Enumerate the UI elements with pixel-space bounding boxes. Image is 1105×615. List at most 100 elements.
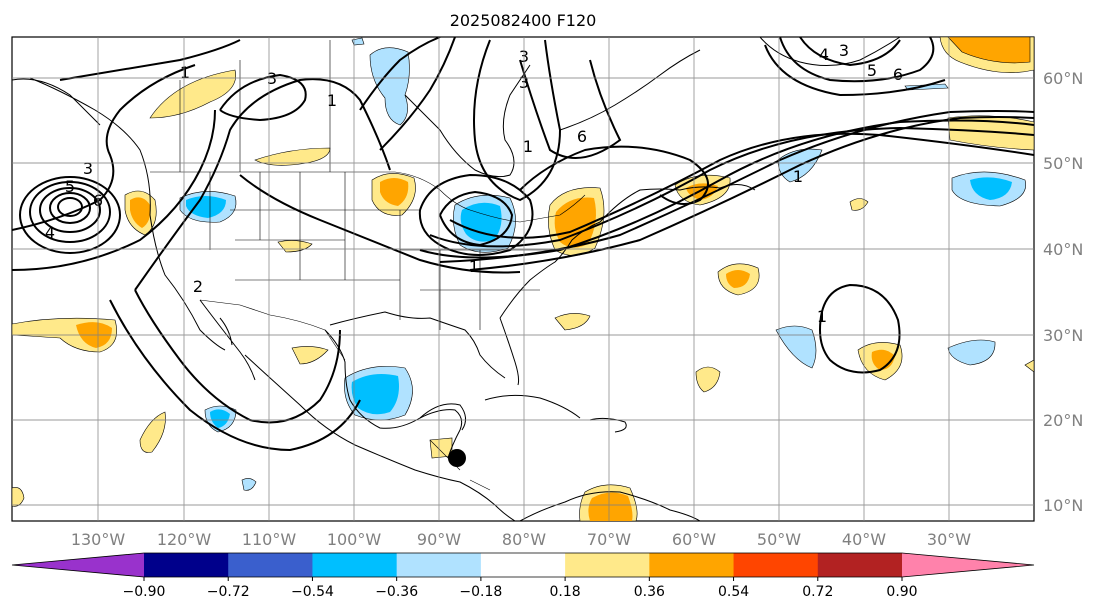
state-lines (209, 172, 560, 330)
contour-hudson-loop (219, 73, 307, 122)
colorbar-extend-low (12, 553, 144, 577)
contour-label: 1 (180, 63, 190, 82)
coast-baja (199, 299, 256, 381)
colorbar-bin (228, 553, 313, 577)
contour-atlantic-band-4 (429, 126, 1034, 248)
lon-label-80w: 80°W (502, 530, 546, 549)
coast-labrador (559, 49, 701, 131)
shade-yellow-105w-52n (254, 147, 331, 166)
lat-label-30n: 30°N (1043, 326, 1083, 345)
contour-west-ridge-3 (12, 109, 216, 271)
contour-plains (239, 174, 521, 274)
contour-layer (12, 37, 1034, 452)
coast-hudson (404, 64, 531, 178)
contour-label: 2 (193, 277, 203, 296)
contour-label: 1 (793, 167, 803, 186)
coast-yucatan (419, 403, 466, 431)
coast-greenland (759, 37, 901, 66)
coast-west-na (29, 77, 226, 351)
shade-blue-hudson (369, 47, 410, 126)
coast-alaska (12, 78, 101, 126)
lon-label-30w: 30°W (927, 530, 971, 549)
contour-label: 1 (523, 137, 533, 156)
lon-label-130w: 130°W (71, 530, 126, 549)
lon-label-120w: 120°W (157, 530, 212, 549)
lat-label-10n: 10°N (1043, 496, 1083, 515)
shade-blue-atlantic-30n (947, 339, 996, 366)
lat-label-20n: 20°N (1043, 411, 1083, 430)
colorbar-tick-label: −0.72 (207, 584, 250, 600)
colorbar-tick-label: 0.90 (886, 584, 917, 600)
contour-newfoundland-loop (519, 145, 709, 205)
contour-pacific-low-2 (29, 181, 112, 243)
lon-label-110w: 110°W (242, 530, 297, 549)
contour-pacific-low-4 (49, 192, 92, 224)
coast-mexico-gulf (324, 329, 463, 459)
colorbar-bin (733, 553, 819, 577)
contour-label: 5 (65, 177, 75, 196)
lon-label-90w: 90°W (417, 530, 461, 549)
contour-ne-loop-3 (799, 37, 901, 67)
contour-label: 6 (577, 127, 587, 146)
shade-yellow-atlantic-ne (947, 115, 1034, 151)
colorbar-tick-label: 0.72 (802, 584, 833, 600)
contour-inner-lakes (439, 190, 514, 247)
contour-atlantic-band-1 (469, 116, 1034, 271)
contour-labrador-trough (519, 59, 622, 159)
colorbar-tick-label: −0.90 (123, 584, 166, 600)
contour-atlantic-band-5 (449, 132, 1034, 239)
colorbar-tick-label: 0.54 (718, 584, 749, 600)
shade-yellow-65w-25n (695, 366, 721, 393)
contour-label: 3 (839, 41, 849, 60)
colorbar-bin (396, 553, 482, 577)
colorbar-tick-label: 0.36 (634, 584, 665, 600)
contour-ne-loop-1 (779, 37, 935, 83)
contour-rockies-ridge (134, 78, 391, 291)
contour-upper-center-1 (359, 37, 441, 111)
coast-south-america (519, 491, 701, 521)
storm-marker-icon (448, 449, 466, 467)
coast-gulf-us (329, 311, 506, 379)
contour-label: 4 (45, 223, 55, 242)
lat-label-40n: 40°N (1043, 240, 1083, 259)
contour-west-ridge-2 (12, 64, 196, 231)
coast-cuba (484, 394, 581, 419)
contour-label: 6 (893, 65, 903, 84)
contour-label: 5 (867, 61, 877, 80)
coast-hispaniola (589, 417, 627, 433)
shade-blue-atlantic-50w (775, 325, 817, 369)
contour-label: 3 (83, 159, 93, 178)
contour-west-trough-1 (59, 39, 241, 81)
contour-label: 3 (267, 69, 277, 88)
latitude-labels: 60°N 50°N 40°N 30°N 20°N 10°N (1043, 69, 1083, 515)
coastline-layer (12, 37, 901, 521)
contour-mexico-outer (109, 299, 361, 452)
lon-label-60w: 60°W (672, 530, 716, 549)
colorbar-bins (11, 552, 1035, 578)
gridlines (12, 37, 1034, 521)
contour-atlantic-low (819, 283, 901, 374)
colorbar-bin (565, 553, 650, 577)
lat-label-50n: 50°N (1043, 154, 1083, 173)
colorbar: −0.90 −0.72 −0.54 −0.36 −0.18 0.18 0.36 0.54 0.7… (11, 552, 1035, 600)
contour-upper-center-2 (379, 37, 456, 151)
contour-label: 1 (327, 91, 337, 110)
coast-east-us (499, 221, 601, 319)
coast-florida (499, 317, 520, 386)
lon-label-50w: 50°W (757, 530, 801, 549)
colorbar-bin (144, 553, 229, 577)
lon-label-100w: 100°W (327, 530, 382, 549)
lon-label-40w: 40°W (842, 530, 886, 549)
contour-pacific-low-1 (19, 176, 122, 254)
lon-label-70w: 70°W (587, 530, 631, 549)
colorbar-ticks: −0.90 −0.72 −0.54 −0.36 −0.18 0.18 0.36 0.54 0.7… (123, 577, 918, 600)
map-panel: 1 3 1 3 5 6 4 3 6 3 1 2 4 5 6 3 1 1 1 (11, 36, 1035, 522)
lat-label-60n: 60°N (1043, 69, 1083, 88)
colorbar-tick-label: −0.18 (459, 584, 502, 600)
colorbar-extend-high (902, 553, 1034, 577)
contour-label: 1 (469, 257, 479, 276)
colorbar-bin (817, 553, 903, 577)
contour-hudson-trough (473, 39, 562, 202)
contour-label: 4 (819, 45, 829, 64)
